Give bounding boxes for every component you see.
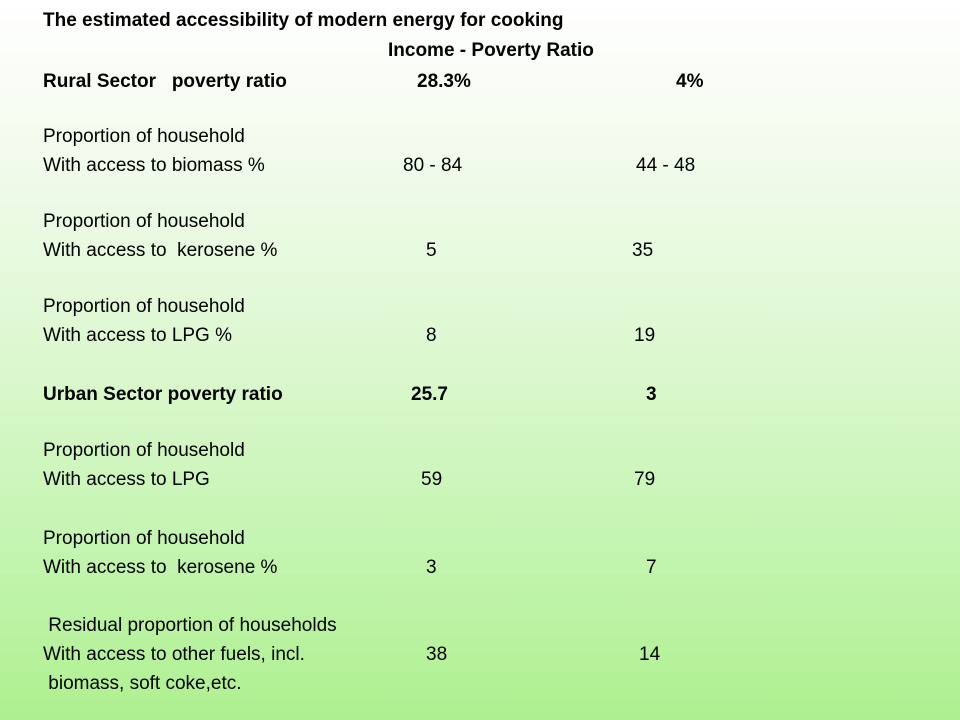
residual-label: biomass, soft coke,etc. [43,673,242,694]
residual-label: Residual proportion of households [43,615,337,636]
kerosene-rural-col2: 35 [632,240,654,261]
row-label: With access to biomass % [43,155,265,176]
row-label-line1: Proportion of household [0,122,960,151]
biomass-col2: 44 - 48 [636,155,696,176]
lpg-urban-col1: 59 [421,469,443,490]
rural-sector-label: Rural Sector poverty ratio [43,71,287,92]
lpg-urban-row: With access to LPG 59 79 [0,465,960,494]
biomass-col1: 80 - 84 [403,155,463,176]
kerosene-rural-col1: 5 [426,240,437,261]
row-label-line1: Proportion of household [0,524,960,553]
urban-sector-label: Urban Sector poverty ratio [43,384,283,405]
slide-title-line: The estimated accessibility of modern en… [0,6,960,35]
row-label: Proportion of household [43,211,245,232]
column-header-line: Income - Poverty Ratio [0,36,960,65]
kerosene-urban-col2: 7 [646,557,657,578]
residual-col1: 38 [426,644,448,665]
urban-sector-col1: 25.7 [411,384,448,405]
residual-row: With access to other fuels, incl. 38 14 [0,640,960,669]
rural-sector-col1: 28.3% [417,71,471,92]
residual-label-line1: Residual proportion of households [0,611,960,640]
urban-sector-col2: 3 [646,384,657,405]
row-label-line1: Proportion of household [0,207,960,236]
kerosene-urban-row: With access to kerosene % 3 7 [0,553,960,582]
row-label: With access to kerosene % [43,240,278,261]
lpg-rural-row: With access to LPG % 8 19 [0,321,960,350]
rural-sector-col2: 4% [676,71,704,92]
lpg-urban-col2: 79 [634,469,656,490]
row-label: Proportion of household [43,126,245,147]
row-label: Proportion of household [43,528,245,549]
kerosene-urban-col1: 3 [426,557,437,578]
row-label: With access to LPG % [43,325,233,346]
row-label: Proportion of household [43,440,245,461]
column-header: Income - Poverty Ratio [388,40,594,61]
row-label-line1: Proportion of household [0,292,960,321]
residual-label-line3: biomass, soft coke,etc. [0,669,960,698]
residual-col2: 14 [639,644,661,665]
row-label: With access to LPG [43,469,210,490]
lpg-rural-col1: 8 [426,325,437,346]
residual-label: With access to other fuels, incl. [43,644,305,665]
lpg-rural-col2: 19 [634,325,656,346]
row-label: Proportion of household [43,296,245,317]
slide-title: The estimated accessibility of modern en… [43,10,564,31]
row-label: With access to kerosene % [43,557,278,578]
row-label-line1: Proportion of household [0,436,960,465]
biomass-row: With access to biomass % 80 - 84 44 - 48 [0,151,960,180]
kerosene-rural-row: With access to kerosene % 5 35 [0,236,960,265]
rural-sector-row: Rural Sector poverty ratio 28.3% 4% [0,67,960,96]
urban-sector-row: Urban Sector poverty ratio 25.7 3 [0,380,960,409]
